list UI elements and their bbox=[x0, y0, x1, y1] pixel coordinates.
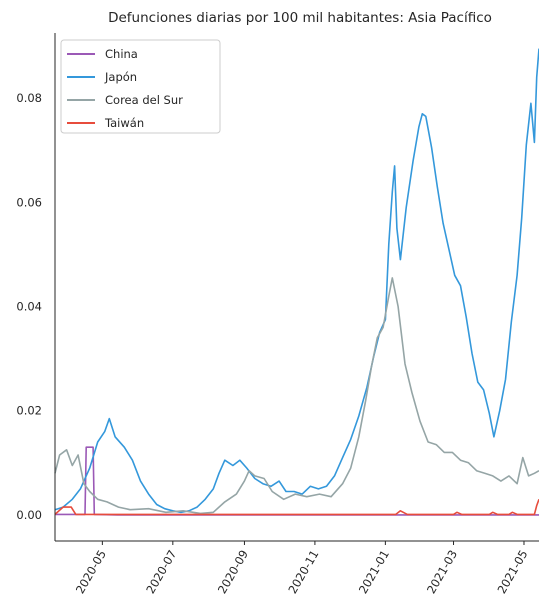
x-tick-label: 2020-09 bbox=[215, 548, 251, 597]
x-tick-label: 2020-11 bbox=[285, 548, 321, 597]
series-line-china bbox=[55, 446, 539, 516]
y-tick-label: 0.00 bbox=[16, 508, 42, 522]
legend-label-corea-del-sur: Corea del Sur bbox=[105, 93, 183, 107]
x-tick-label: 2021-03 bbox=[424, 548, 460, 597]
y-tick-label: 0.08 bbox=[16, 91, 42, 105]
legend: China Japón Corea del Sur Taiwán bbox=[60, 39, 221, 134]
chart-title: Defunciones diarias por 100 mil habitant… bbox=[108, 10, 492, 26]
x-tick-label: 2021-05 bbox=[494, 548, 530, 597]
legend-label-china: China bbox=[105, 47, 138, 61]
series-line-corea-del-sur bbox=[54, 277, 539, 515]
plot-series bbox=[54, 48, 539, 516]
x-tick-label: 2020-05 bbox=[73, 548, 109, 597]
legend-label-japon: Japón bbox=[104, 70, 137, 84]
x-tick-label: 2020-07 bbox=[143, 548, 179, 597]
y-tick-label: 0.02 bbox=[16, 404, 42, 418]
series-line-taiwan bbox=[54, 499, 539, 516]
legend-box bbox=[60, 39, 221, 134]
legend-label-taiwan: Taiwán bbox=[104, 116, 144, 130]
series-line-japon bbox=[54, 48, 539, 514]
x-tick-label: 2021-01 bbox=[356, 548, 392, 597]
y-tick-label: 0.04 bbox=[16, 300, 42, 314]
y-tick-label: 0.06 bbox=[16, 195, 42, 209]
